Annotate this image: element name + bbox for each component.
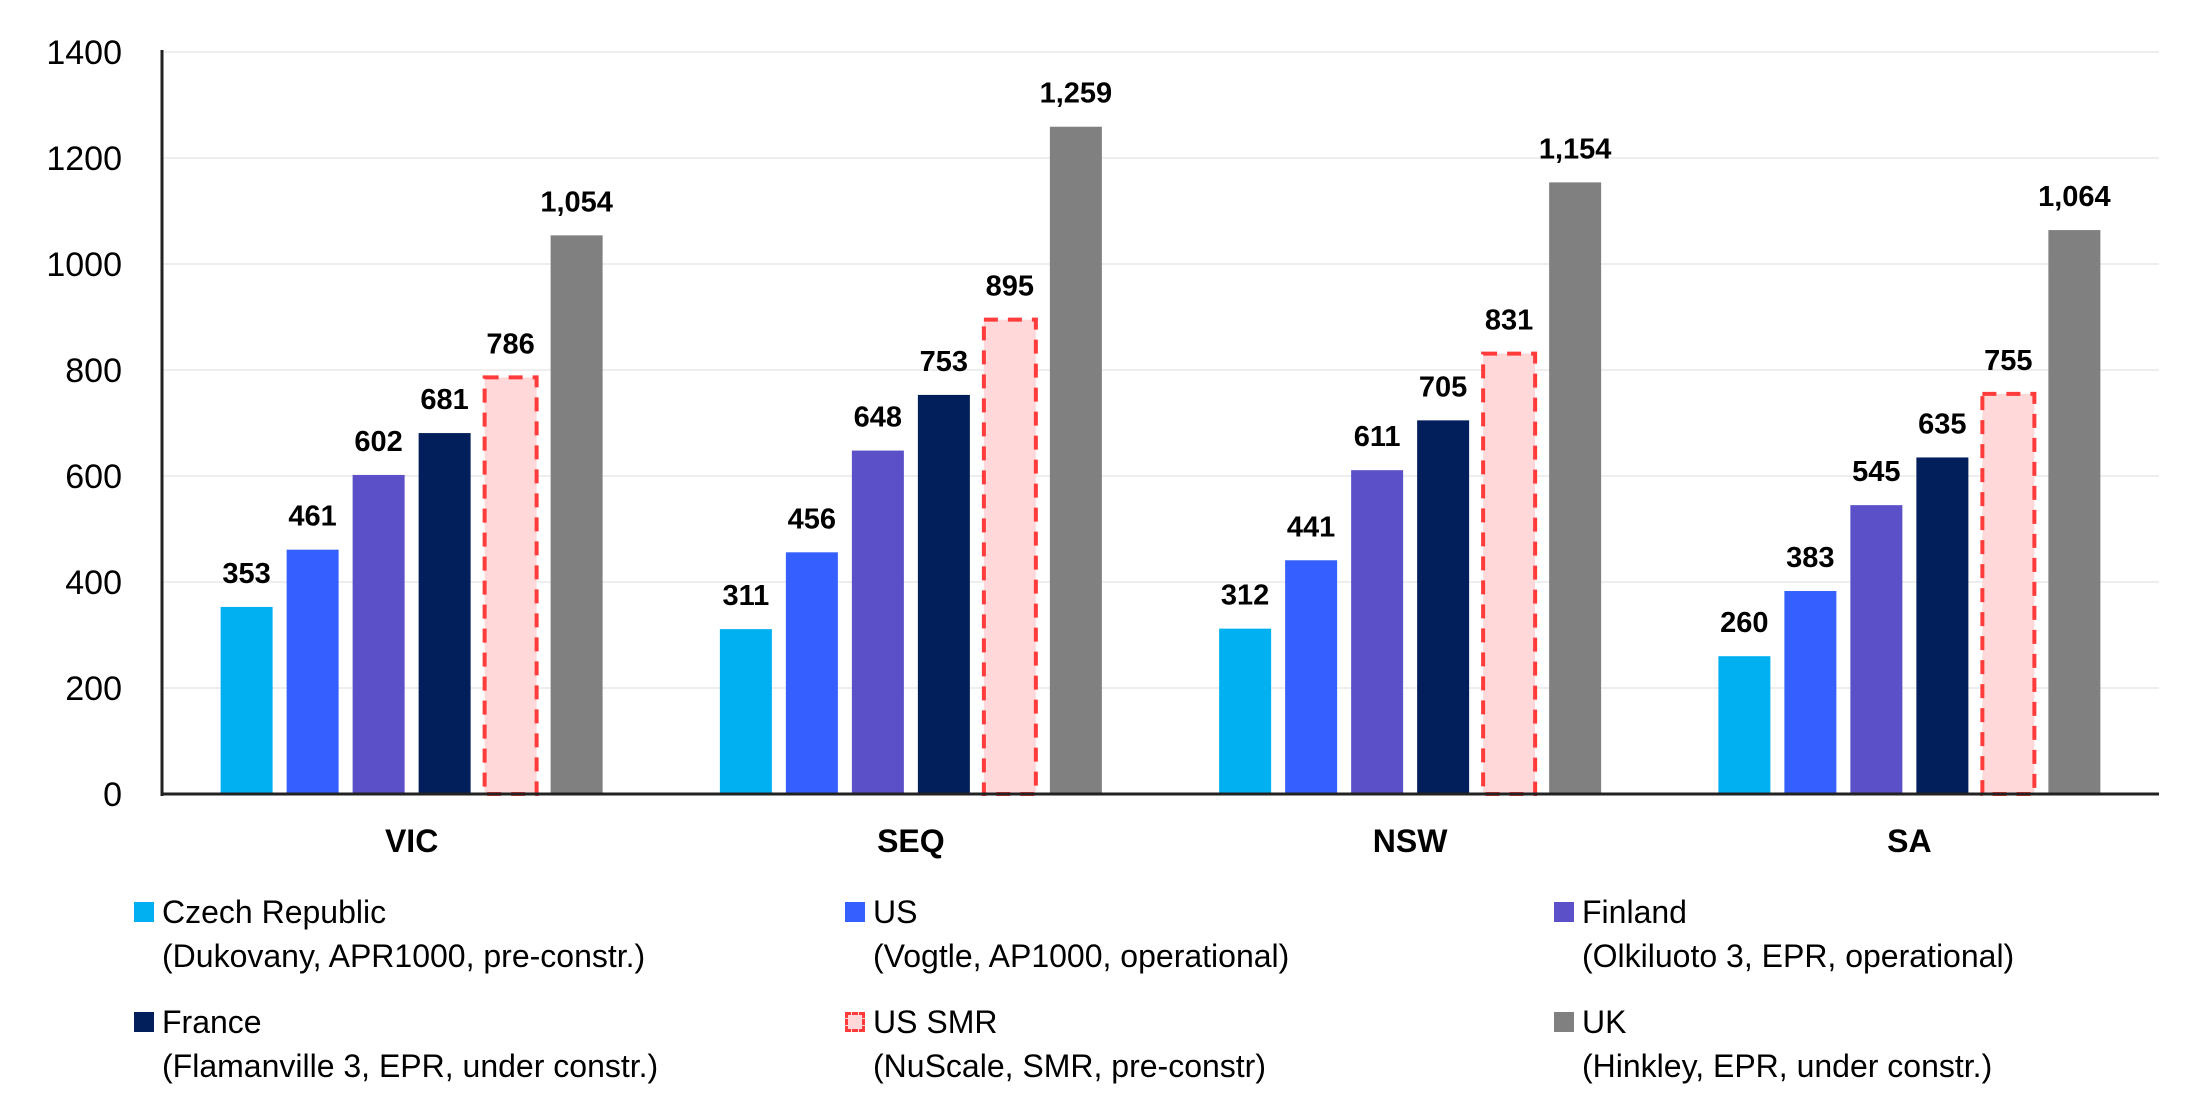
y-tick-label: 0 bbox=[103, 776, 122, 814]
bar bbox=[981, 317, 1038, 796]
legend-text: France (Flamanville 3, EPR, under constr.… bbox=[162, 1000, 658, 1088]
legend-item: UK (Hinkley, EPR, under constr.) bbox=[1554, 1000, 1992, 1088]
legend-series-name: Czech Republic bbox=[162, 894, 387, 930]
y-tick-label: 800 bbox=[65, 352, 122, 390]
data-label: 831 bbox=[1485, 305, 1533, 337]
legend-series-name: France bbox=[162, 1004, 262, 1040]
legend-text: Czech Republic (Dukovany, APR1000, pre-co… bbox=[162, 890, 645, 978]
bar bbox=[719, 629, 772, 794]
bar bbox=[1049, 126, 1102, 795]
data-label: 1,154 bbox=[1539, 133, 1612, 165]
legend-series-detail: (Vogtle, AP1000, operational) bbox=[873, 938, 1290, 974]
data-label: 1,064 bbox=[2038, 181, 2111, 213]
legend-swatch bbox=[845, 1012, 865, 1032]
bar bbox=[220, 606, 273, 794]
bar bbox=[418, 433, 471, 794]
bar bbox=[1285, 560, 1338, 794]
y-tick-label: 1200 bbox=[46, 140, 122, 178]
x-tick-label: SEQ bbox=[877, 823, 945, 859]
bar bbox=[851, 450, 904, 794]
bar bbox=[2048, 230, 2101, 794]
legend-swatch bbox=[134, 1012, 154, 1032]
legend-item: Czech Republic (Dukovany, APR1000, pre-co… bbox=[134, 890, 645, 978]
bar bbox=[917, 394, 970, 794]
data-label: 461 bbox=[288, 501, 336, 533]
bar bbox=[1980, 391, 2037, 796]
legend-series-detail: (Hinkley, EPR, under constr.) bbox=[1582, 1048, 1993, 1084]
bar bbox=[1916, 457, 1969, 794]
bar bbox=[550, 235, 603, 794]
legend-series-name: Finland bbox=[1582, 894, 1687, 930]
legend-text: US (Vogtle, AP1000, operational) bbox=[873, 890, 1289, 978]
legend-series-detail: (Dukovany, APR1000, pre-constr.) bbox=[162, 938, 646, 974]
legend-text: US SMR (NuScale, SMR, pre-constr) bbox=[873, 1000, 1266, 1088]
y-tick-label: 200 bbox=[65, 670, 122, 708]
data-label: 1,054 bbox=[540, 186, 613, 218]
bar bbox=[785, 552, 838, 794]
data-label: 755 bbox=[1984, 345, 2032, 377]
data-label: 611 bbox=[1354, 421, 1401, 453]
data-label: 681 bbox=[420, 384, 468, 416]
bar bbox=[1219, 628, 1272, 794]
legend-text: Finland (Olkiluoto 3, EPR, operational) bbox=[1582, 890, 2014, 978]
data-label: 602 bbox=[354, 426, 402, 458]
data-label: 545 bbox=[1852, 456, 1900, 488]
y-tick-label: 1400 bbox=[46, 34, 122, 72]
bar bbox=[1481, 351, 1538, 796]
data-label: 1,259 bbox=[1040, 78, 1113, 110]
data-label: 441 bbox=[1287, 511, 1335, 543]
data-label: 786 bbox=[486, 328, 534, 360]
data-label: 635 bbox=[1918, 408, 1966, 440]
legend-series-name: US SMR bbox=[873, 1004, 998, 1040]
legend-swatch bbox=[845, 902, 865, 922]
y-tick-label: 600 bbox=[65, 458, 122, 496]
x-tick-label: SA bbox=[1887, 823, 1931, 859]
data-label: 456 bbox=[788, 503, 836, 535]
bar bbox=[482, 375, 539, 796]
legend-swatch bbox=[134, 902, 154, 922]
data-label: 895 bbox=[986, 271, 1034, 303]
y-tick-label: 400 bbox=[65, 564, 122, 602]
y-tick-label: 1000 bbox=[46, 246, 122, 284]
data-label: 753 bbox=[920, 346, 968, 378]
bar bbox=[286, 549, 339, 794]
bar bbox=[1784, 591, 1837, 794]
data-label: 353 bbox=[222, 558, 270, 590]
data-label: 383 bbox=[1786, 542, 1834, 574]
legend-item: US SMR (NuScale, SMR, pre-constr) bbox=[845, 1000, 1266, 1088]
x-tick-label: VIC bbox=[385, 823, 438, 859]
data-label: 311 bbox=[722, 580, 769, 612]
bar bbox=[1351, 470, 1404, 794]
legend-series-detail: (Flamanville 3, EPR, under constr.) bbox=[162, 1048, 659, 1084]
legend-text: UK (Hinkley, EPR, under constr.) bbox=[1582, 1000, 1992, 1088]
legend-item: US (Vogtle, AP1000, operational) bbox=[845, 890, 1289, 978]
data-label: 312 bbox=[1221, 580, 1269, 612]
legend-swatch bbox=[1554, 1012, 1574, 1032]
x-tick-label: NSW bbox=[1373, 823, 1448, 859]
data-label: 648 bbox=[854, 402, 902, 434]
legend-item: Finland (Olkiluoto 3, EPR, operational) bbox=[1554, 890, 2014, 978]
bar bbox=[1850, 505, 1903, 794]
data-label: 260 bbox=[1720, 607, 1768, 639]
bar bbox=[1549, 182, 1602, 794]
bar bbox=[1718, 656, 1771, 794]
bar bbox=[352, 474, 405, 794]
data-label: 705 bbox=[1419, 371, 1467, 403]
bar bbox=[1417, 420, 1470, 794]
legend-series-detail: (NuScale, SMR, pre-constr) bbox=[873, 1048, 1266, 1084]
legend-swatch bbox=[1554, 902, 1574, 922]
legend-series-detail: (Olkiluoto 3, EPR, operational) bbox=[1582, 938, 2015, 974]
legend-series-name: UK bbox=[1582, 1004, 1627, 1040]
legend-series-name: US bbox=[873, 894, 918, 930]
legend-item: France (Flamanville 3, EPR, under constr.… bbox=[134, 1000, 658, 1088]
